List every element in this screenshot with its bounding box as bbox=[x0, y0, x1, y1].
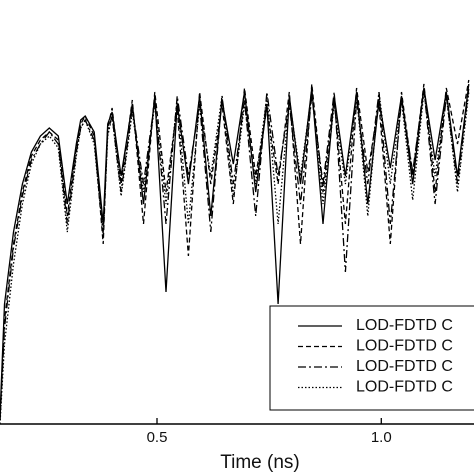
x-tick-label: 0.5 bbox=[147, 429, 168, 446]
legend-label: LOD-FDTD C bbox=[356, 317, 453, 334]
legend-label: LOD-FDTD C bbox=[356, 379, 453, 396]
legend-label: LOD-FDTD C bbox=[356, 338, 453, 355]
data-line bbox=[0, 91, 470, 425]
data-line bbox=[0, 87, 470, 421]
x-tick-label: 1.0 bbox=[371, 429, 392, 446]
legend-box bbox=[269, 305, 474, 411]
x-axis-label: Time (ns) bbox=[220, 452, 300, 473]
legend-label: LOD-FDTD C bbox=[356, 358, 453, 375]
data-line bbox=[0, 79, 470, 421]
